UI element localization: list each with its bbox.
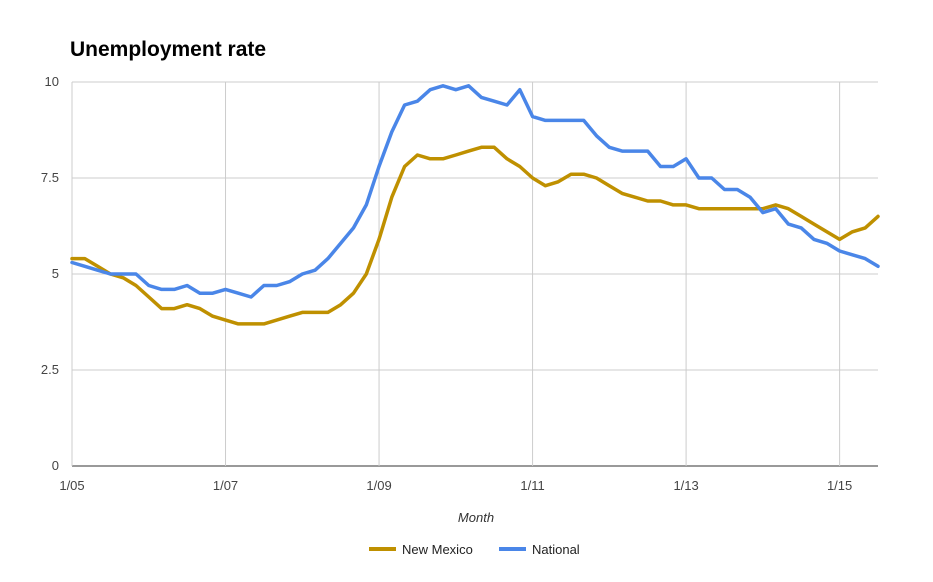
legend: New Mexico National bbox=[369, 542, 580, 557]
chart-title: Unemployment rate bbox=[70, 38, 266, 61]
series-lines bbox=[70, 84, 880, 326]
y-tick-label: 5 bbox=[52, 266, 59, 281]
x-axis-title: Month bbox=[458, 510, 494, 525]
y-tick-label: 10 bbox=[45, 74, 59, 89]
legend-label-national: National bbox=[532, 542, 580, 557]
grid-lines bbox=[71, 81, 878, 467]
x-tick-label: 1/07 bbox=[213, 478, 238, 493]
legend-label-new-mexico: New Mexico bbox=[402, 542, 473, 557]
series-line-national bbox=[70, 84, 880, 299]
x-axis-ticks: 1/05 1/07 1/09 1/11 1/13 1/15 bbox=[59, 478, 852, 493]
series-line-new-mexico bbox=[70, 145, 880, 326]
y-tick-label: 7.5 bbox=[41, 170, 59, 185]
x-tick-label: 1/05 bbox=[59, 478, 84, 493]
x-tick-label: 1/15 bbox=[827, 478, 852, 493]
y-tick-label: 0 bbox=[52, 458, 59, 473]
y-axis-ticks: 0 2.5 5 7.5 10 bbox=[41, 74, 59, 473]
x-tick-label: 1/13 bbox=[673, 478, 698, 493]
y-tick-label: 2.5 bbox=[41, 362, 59, 377]
x-tick-label: 1/11 bbox=[520, 478, 544, 493]
x-tick-label: 1/09 bbox=[366, 478, 391, 493]
